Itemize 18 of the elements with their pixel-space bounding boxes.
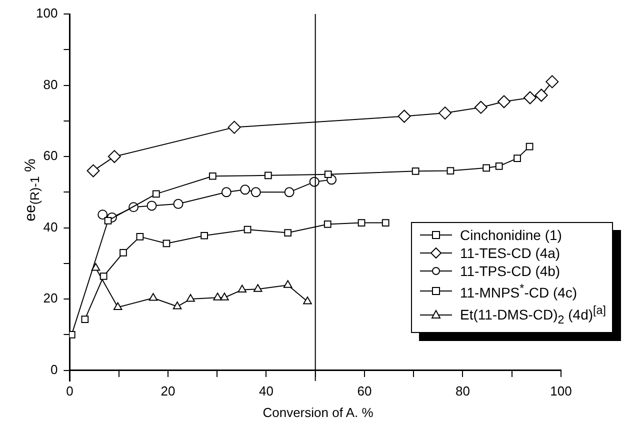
x-axis-title: Conversion of A. % [262, 405, 374, 420]
y-tick-label: 80 [43, 76, 58, 92]
y-tick-label: 20 [43, 290, 58, 306]
legend-label: Cinchonidine (1) [460, 226, 562, 244]
y-tick-label: 100 [36, 6, 58, 21]
x-tick-label: 80 [456, 384, 470, 399]
x-tick-label: 60 [357, 384, 372, 399]
y-tick-label: 40 [43, 219, 58, 234]
y-tick-label: 60 [43, 148, 58, 164]
y-tick-label: 0 [50, 362, 58, 377]
legend-label: 11-MNPS$^{*}$-CD (4c) [460, 281, 578, 302]
x-tick-label: 0 [66, 384, 74, 399]
x-tick-label: 100 [550, 384, 572, 399]
legend-label: 11-TES-CD (4a) [460, 244, 560, 262]
legend-label: Et(11-DMS-CD)$_{2}$ (4d)$^{[a]}$ [460, 302, 606, 328]
x-tick-label: 20 [160, 384, 176, 399]
legend-label: 11-TPS-CD (4b) [460, 262, 560, 280]
x-tick-label: 40 [258, 384, 274, 399]
